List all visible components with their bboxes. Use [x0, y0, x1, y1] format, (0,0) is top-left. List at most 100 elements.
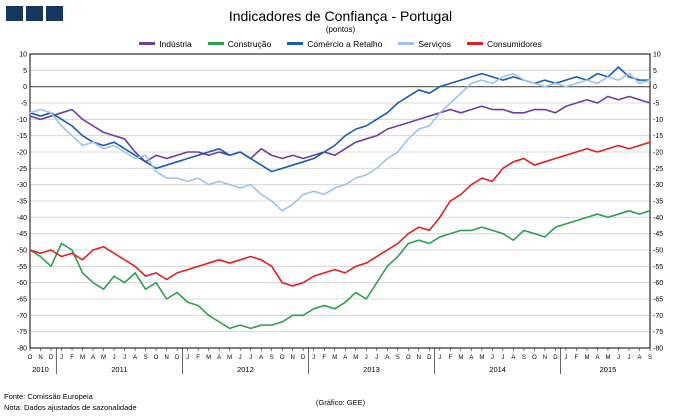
confidence-line-chart: 1050-5-10-15-20-25-30-35-40-45-50-55-60-…	[17, 52, 663, 374]
svg-text:-75: -75	[17, 329, 27, 336]
svg-text:A: A	[217, 355, 221, 361]
series-line-comercio-a-retalho	[29, 66, 651, 173]
legend-label: Serviços	[418, 38, 451, 49]
svg-text:A: A	[133, 355, 137, 361]
svg-text:M: M	[458, 355, 463, 361]
y-axis-labels-left: 10 5 0 -5 -10 -15 -20 -25 -30 -35 -40 -45 -50 -55 -60 -…	[17, 52, 27, 353]
svg-text:M: M	[353, 355, 358, 361]
svg-text:J: J	[438, 355, 441, 361]
svg-text:F: F	[449, 355, 453, 361]
svg-text:S: S	[396, 355, 400, 361]
svg-text:J: J	[60, 355, 63, 361]
svg-text:S: S	[522, 355, 526, 361]
svg-text:N: N	[417, 355, 421, 361]
svg-text:J: J	[113, 355, 116, 361]
svg-text:M: M	[584, 355, 589, 361]
svg-text:M: M	[332, 355, 337, 361]
svg-text:-25: -25	[653, 166, 663, 173]
svg-text:M: M	[80, 355, 85, 361]
svg-text:-35: -35	[17, 199, 27, 206]
svg-text:-35: -35	[653, 199, 663, 206]
svg-text:D: D	[301, 355, 306, 361]
svg-text:-10: -10	[653, 117, 663, 124]
legend-label: Consumidores	[486, 38, 542, 49]
svg-text:-70: -70	[17, 313, 27, 320]
legend-item-industria: Indústria	[139, 39, 192, 49]
svg-text:A: A	[637, 355, 641, 361]
svg-text:D: D	[553, 355, 558, 361]
svg-text:J: J	[186, 355, 189, 361]
svg-text:D: D	[427, 355, 432, 361]
svg-text:10: 10	[653, 52, 661, 59]
legend-swatch	[139, 42, 156, 45]
series-line-servicos	[29, 72, 651, 212]
svg-text:J: J	[375, 355, 378, 361]
svg-text:-30: -30	[17, 182, 27, 189]
svg-text:J: J	[365, 355, 368, 361]
svg-text:S: S	[648, 355, 652, 361]
legend-swatch	[398, 42, 415, 45]
svg-text:A: A	[259, 355, 263, 361]
svg-text:D: D	[175, 355, 180, 361]
svg-text:F: F	[196, 355, 200, 361]
legend: Indústria Construção Comércio a Retalho Ser…	[0, 37, 681, 50]
svg-text:-30: -30	[653, 182, 663, 189]
svg-text:D: D	[49, 355, 54, 361]
svg-text:M: M	[101, 355, 106, 361]
svg-text:0: 0	[653, 84, 657, 91]
logo-square	[26, 6, 43, 21]
legend-item-servicos: Serviços	[398, 39, 451, 49]
svg-text:J: J	[617, 355, 620, 361]
svg-text:-40: -40	[653, 215, 663, 222]
legend-label: Comércio a Retalho	[307, 38, 383, 49]
svg-text:2010: 2010	[32, 365, 49, 374]
svg-text:O: O	[532, 355, 537, 361]
svg-text:A: A	[91, 355, 95, 361]
svg-text:J: J	[491, 355, 494, 361]
logo-square	[6, 6, 23, 21]
svg-text:S: S	[270, 355, 274, 361]
logo	[6, 6, 63, 21]
series-line-industria	[29, 95, 651, 163]
svg-text:2012: 2012	[237, 365, 254, 374]
svg-text:-15: -15	[17, 133, 27, 140]
svg-text:A: A	[343, 355, 347, 361]
legend-item-construcao: Construção	[207, 38, 272, 49]
series-line-consumidores	[29, 141, 651, 287]
svg-text:S: S	[144, 355, 148, 361]
year-axis: 2010 2011 2012 2013 2014 2015	[32, 348, 616, 374]
svg-text:-45: -45	[17, 231, 27, 238]
svg-text:-60: -60	[653, 280, 663, 287]
svg-text:A: A	[385, 355, 389, 361]
svg-text:-70: -70	[653, 313, 663, 320]
svg-text:O: O	[280, 355, 285, 361]
legend-label: Construção	[227, 38, 272, 49]
legend-item-consumidores: Consumidores	[466, 38, 542, 49]
legend-item-comercio-a-retalho: Comércio a Retalho	[287, 39, 382, 49]
source-note: Fonte: Comissão Europeia	[4, 391, 93, 401]
svg-text:O: O	[406, 355, 411, 361]
logo-square	[46, 6, 63, 21]
svg-text:F: F	[322, 355, 326, 361]
svg-text:N: N	[164, 355, 168, 361]
svg-text:2014: 2014	[489, 365, 506, 374]
legend-swatch	[207, 42, 224, 45]
legend-swatch	[466, 42, 483, 45]
chart-subtitle: (pontos)	[325, 25, 356, 34]
svg-text:-75: -75	[653, 329, 663, 336]
svg-text:A: A	[595, 355, 599, 361]
chart-title: Indicadores de Confiança - Portugal	[228, 8, 453, 24]
svg-text:-65: -65	[17, 297, 27, 304]
y-axis-labels-right: 10 5 0 -5 -10 -15 -20 -25 -30 -35 -40 -45 -50 -55 -60 -…	[653, 52, 663, 353]
plot-frame	[29, 53, 651, 349]
svg-text:5: 5	[23, 68, 27, 75]
svg-text:10: 10	[19, 52, 27, 59]
svg-text:M: M	[206, 355, 211, 361]
svg-text:2011: 2011	[111, 365, 127, 374]
svg-text:-60: -60	[17, 280, 27, 287]
svg-text:A: A	[511, 355, 515, 361]
footer-notes: Fonte: Comissão Europeia Nota: Dados aju…	[4, 391, 137, 414]
svg-text:-20: -20	[653, 150, 663, 157]
svg-text:2015: 2015	[600, 365, 617, 374]
